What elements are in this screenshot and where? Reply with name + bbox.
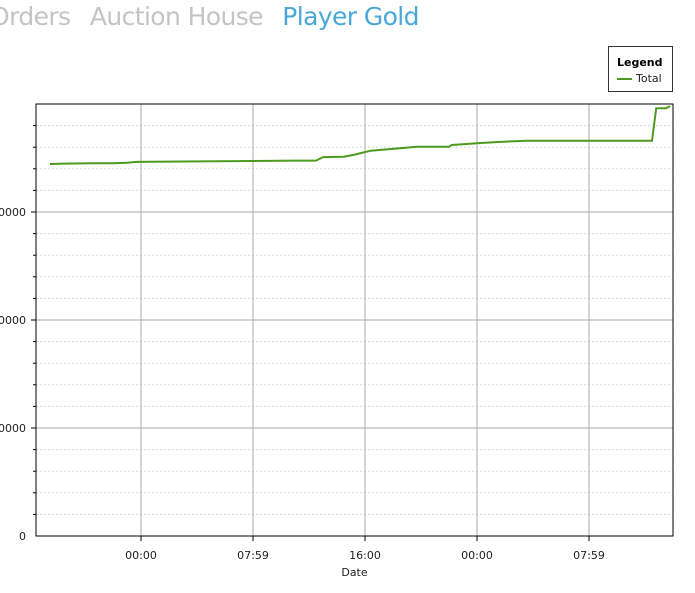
y-axis-ticks [31,125,36,515]
major-gridlines [36,104,673,541]
y-tick-label: 0000 [0,206,26,219]
tab-orders[interactable]: Orders [0,2,71,31]
tab-auction-house[interactable]: Auction House [89,2,264,31]
x-tick-label: 00:00 [125,549,157,562]
y-tick-label: 0000 [0,314,26,327]
series-line-total [49,105,671,165]
x-tick-label: 16:00 [349,549,381,562]
legend-entry-total: Total [617,73,672,85]
tab-bar: Orders Auction House Player Gold [0,2,431,31]
x-axis-title: Date [341,566,368,579]
x-tick-label: 07:59 [237,549,269,562]
tab-player-gold[interactable]: Player Gold [282,2,419,31]
legend: Legend Total [608,46,673,92]
x-tick-label: 00:00 [461,549,493,562]
x-tick-label: 07:59 [573,549,605,562]
y-tick-label: 0000 [0,422,26,435]
x-axis-tick-labels: 00:00 07:59 16:00 00:00 07:59 [125,549,605,562]
legend-label-total: Total [636,72,662,85]
y-tick-label: 0 [19,530,26,543]
legend-swatch-total [617,78,632,80]
legend-title: Legend [617,56,663,69]
